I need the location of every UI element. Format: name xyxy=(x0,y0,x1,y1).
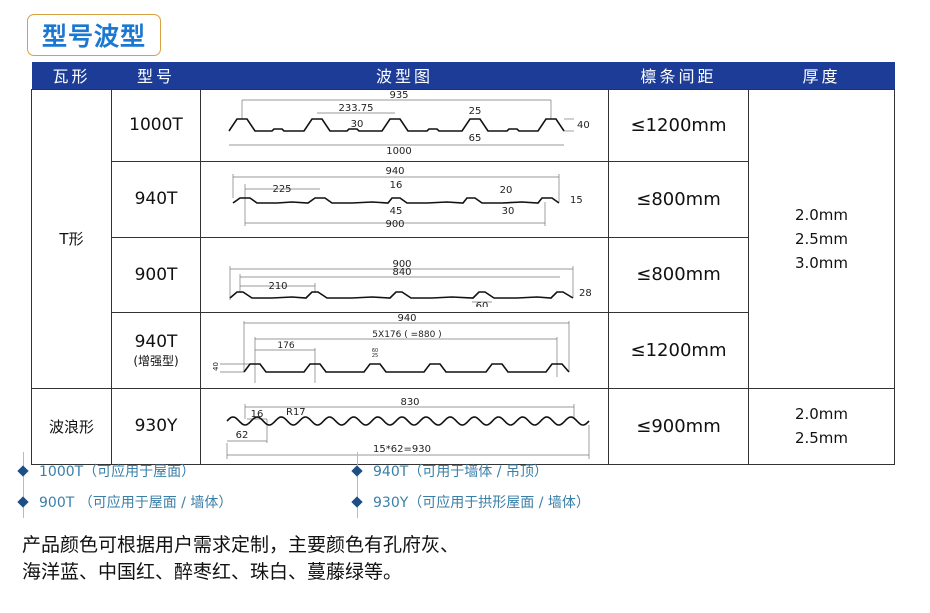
dim-label: 60 xyxy=(475,301,488,307)
header-purlin: 檩条间距 xyxy=(608,62,749,89)
note-text: 930Y（可应用于拱形屋面 / 墙体） xyxy=(373,495,590,511)
wave-profile xyxy=(225,415,590,426)
table-header: 瓦形 型号 波型图 檩条间距 厚度 xyxy=(31,62,895,89)
model-cell: 940T (增强型) xyxy=(111,311,201,389)
header-model: 型号 xyxy=(111,62,201,89)
dim-label: 900 xyxy=(385,219,404,230)
table-row: 940T (增强型) 940 5X176 ( =880 ) 176 60 25 … xyxy=(32,311,895,389)
kind-cell: T形 xyxy=(31,88,112,389)
purlin-cell: ≤800mm xyxy=(608,236,749,313)
diamond-bullet-icon xyxy=(17,465,29,477)
dim-label: 25 xyxy=(371,353,377,359)
table-row: T形 1000T 935 233.75 30 25 65 40 1000 ≤12… xyxy=(31,88,895,389)
diamond-bullet-icon xyxy=(351,465,363,477)
model-cell: 930Y xyxy=(111,387,201,465)
note-item: 930Y（可应用于拱形屋面 / 墙体） xyxy=(351,492,590,512)
dim-label: 210 xyxy=(268,281,287,292)
dim-label: 45 xyxy=(389,206,402,217)
dim-label: 62 xyxy=(235,430,248,441)
divider xyxy=(23,452,24,518)
model-cell: 1000T xyxy=(111,88,201,162)
profile-diagram: 940 225 16 45 20 30 15 900 xyxy=(200,160,609,238)
dim-label: 900 xyxy=(392,259,411,270)
dim-label: 40 xyxy=(577,120,590,131)
dim-label: 15 xyxy=(570,195,583,206)
model-cell: 900T xyxy=(111,236,201,313)
diamond-bullet-icon xyxy=(17,496,29,508)
dim-label: 30 xyxy=(350,119,363,130)
note-item: 900T （可应用于屋面 / 墙体） xyxy=(17,492,233,512)
dim-label: 940 xyxy=(385,166,404,177)
dim-label: 28 xyxy=(579,288,592,299)
profile-diagram: 830 16 R17 62 15*62=930 xyxy=(200,387,609,465)
dim-label: 830 xyxy=(400,397,419,408)
header-profile: 波型图 xyxy=(200,62,609,89)
dim-label: R17 xyxy=(286,407,306,418)
table-row: 波浪形 930Y 830 16 R17 62 15*62=930 ≤900mm … xyxy=(31,387,895,465)
kind-cell: 波浪形 xyxy=(31,387,112,465)
dim-label: 15*62=930 xyxy=(373,444,431,455)
profile-diagram: 935 233.75 30 25 65 40 1000 xyxy=(200,88,609,162)
model-variant: (增强型) xyxy=(133,353,179,368)
dim-label: 25 xyxy=(468,106,481,117)
dim-label: 940 xyxy=(397,313,416,324)
dim-label: 840 xyxy=(392,267,411,278)
note-text: 940T（可用于墙体 / 吊顶） xyxy=(373,464,548,480)
note-item: 1000T（可应用于屋面） xyxy=(17,461,196,481)
diamond-bullet-icon xyxy=(351,496,363,508)
thickness-value: 2.0mm xyxy=(794,405,849,423)
note-text: 900T （可应用于屋面 / 墙体） xyxy=(39,495,233,511)
thickness-value: 2.5mm xyxy=(794,229,849,248)
section-title: 型号波型 xyxy=(27,14,161,56)
divider xyxy=(357,452,358,518)
thickness-value: 2.0mm xyxy=(794,205,849,224)
profile-table: 瓦形 型号 波型图 檩条间距 厚度 T形 1000T 935 233.75 30… xyxy=(31,62,895,465)
purlin-cell: ≤900mm xyxy=(608,387,749,465)
dim-label: 5X176 ( =880 ) xyxy=(372,330,441,340)
dim-label: 225 xyxy=(272,184,291,195)
note-item: 940T（可用于墙体 / 吊顶） xyxy=(351,461,548,481)
purlin-cell: ≤1200mm xyxy=(608,311,749,389)
usage-notes: 1000T（可应用于屋面） 940T（可用于墙体 / 吊顶） 900T （可应用… xyxy=(0,452,930,518)
thickness-cell: 2.0mm 2.5mm xyxy=(748,387,895,465)
color-description: 产品颜色可根据用户需求定制，主要颜色有孔府灰、 海洋蓝、中国红、醉枣红、珠白、蔓… xyxy=(22,532,459,586)
thickness-value: 2.5mm xyxy=(794,429,849,447)
dim-label: 30 xyxy=(501,206,514,217)
purlin-cell: ≤1200mm xyxy=(608,88,749,162)
dim-label: 40 xyxy=(212,362,220,371)
description-line: 海洋蓝、中国红、醉枣红、珠白、蔓藤绿等。 xyxy=(22,561,403,583)
dim-label: 233.75 xyxy=(338,103,373,114)
dim-label: 65 xyxy=(468,133,481,144)
thickness-cell: 2.0mm 2.5mm 3.0mm xyxy=(748,88,895,389)
model-cell: 940T xyxy=(111,160,201,238)
header-kind: 瓦形 xyxy=(31,62,112,89)
purlin-cell: ≤800mm xyxy=(608,160,749,238)
model-name: 940T xyxy=(134,331,178,352)
header-thickness: 厚度 xyxy=(748,62,895,89)
note-text: 1000T（可应用于屋面） xyxy=(39,464,196,480)
thickness-value: 3.0mm xyxy=(794,253,849,272)
dim-label: 16 xyxy=(389,180,402,191)
dim-label: 16 xyxy=(250,409,263,420)
dim-label: 935 xyxy=(389,90,408,101)
description-line: 产品颜色可根据用户需求定制，主要颜色有孔府灰、 xyxy=(22,534,460,556)
dim-label: 1000 xyxy=(386,146,411,156)
dim-label: 60 xyxy=(371,348,377,354)
dim-label: 176 xyxy=(277,341,294,351)
profile-diagram: 940 5X176 ( =880 ) 176 60 25 40 xyxy=(200,311,609,389)
dim-label: 20 xyxy=(499,185,512,196)
profile-diagram: 900 840 210 60 28 xyxy=(200,236,609,313)
